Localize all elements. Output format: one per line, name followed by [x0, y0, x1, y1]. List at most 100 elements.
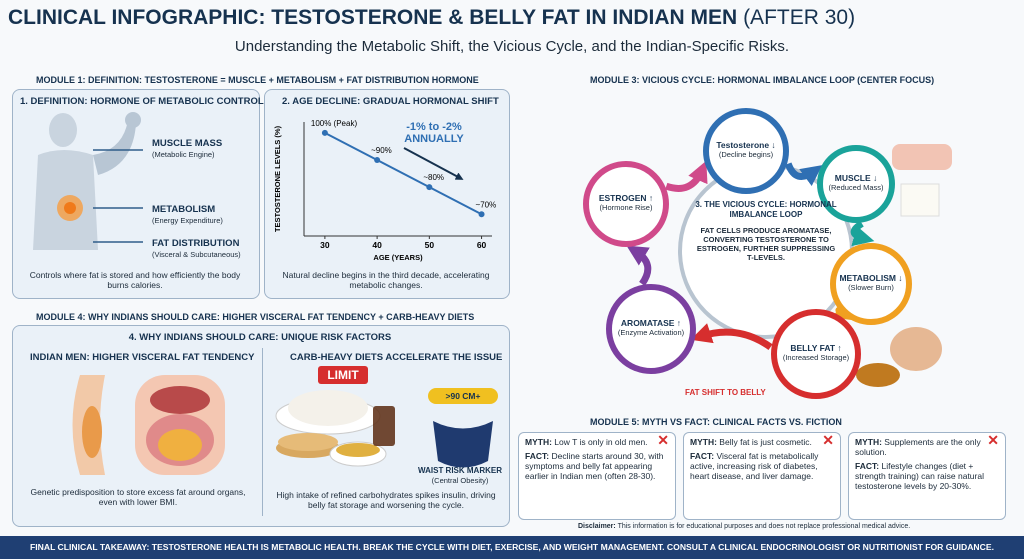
x-axis-label: AGE (YEARS) — [373, 253, 423, 262]
cycle-node — [771, 309, 861, 399]
module-heading: MODULE 1: DEFINITION: TESTOSTERONE = MUS… — [36, 75, 479, 85]
trend-arrow — [403, 147, 464, 180]
item-label: MUSCLE MASS — [152, 138, 223, 149]
myth-text: Low T is only in old men. — [554, 437, 648, 447]
fact-text: Decline starts around 30, with symptoms … — [525, 451, 664, 481]
body-illustration — [33, 112, 141, 250]
myth-text: Belly fat is just cosmetic. — [719, 437, 812, 447]
cycle-node — [583, 161, 669, 247]
node-text: AROMATASE ↑ (Enzyme Activation) — [609, 318, 693, 338]
marker-note: (Central Obesity) — [431, 476, 489, 485]
title: CLINICAL INFOGRAPHIC: TESTOSTERONE & BEL… — [8, 6, 738, 29]
x-tick-label: 40 — [372, 240, 382, 250]
line — [324, 131, 483, 216]
cycle-node — [830, 243, 912, 325]
node-label: MUSCLE ↓ — [834, 173, 878, 183]
value-label: ~80% — [423, 173, 444, 182]
cross-icon: ✕ — [987, 432, 999, 448]
item-note: (Visceral & Subcutaneous) — [152, 250, 241, 259]
cycle-arrow — [784, 162, 823, 187]
value-label: 100% (Peak) — [311, 119, 358, 128]
x-tick-label: 60 — [477, 240, 487, 250]
node-note: (Slower Burn) — [848, 283, 894, 292]
annotation: -1% to -2% — [406, 121, 462, 133]
myth-label: MYTH: — [855, 437, 882, 447]
column-title: INDIAN MEN: HIGHER VISCERAL FAT TENDENCY — [30, 352, 255, 363]
myth: MYTH: Supplements are the only solution. — [855, 437, 999, 457]
cross-icon: ✕ — [822, 432, 834, 448]
footer-bar — [0, 536, 1024, 559]
subtitle: Understanding the Metabolic Shift, the V… — [234, 38, 790, 55]
node-note: (Enzyme Activation) — [617, 328, 685, 337]
point — [321, 129, 328, 136]
cross-icon: ✕ — [657, 432, 669, 448]
fact-label: FACT: — [690, 451, 715, 461]
center-text: FAT CELLS PRODUCE AROMATASE, CONVERTING … — [696, 226, 836, 262]
cycle-node — [703, 108, 789, 194]
caption: Controls where fat is stored and how eff… — [29, 270, 241, 290]
marker-label: WAIST RISK MARKER — [418, 466, 502, 475]
cycle-arrow — [690, 323, 773, 351]
caption: High intake of refined carbohydrates spi… — [276, 490, 496, 510]
cycle-arrow — [850, 220, 875, 247]
node-text: ESTROGEN ↑ (Hormone Rise) — [586, 193, 666, 213]
title-suffix: (AFTER 30) — [743, 6, 856, 29]
node-note: (Reduced Mass) — [828, 183, 884, 192]
node-note: (Increased Storage) — [782, 353, 850, 362]
node-label: AROMATASE ↑ — [620, 318, 682, 328]
myth-label: MYTH: — [690, 437, 717, 447]
node-note: (Hormone Rise) — [599, 203, 653, 212]
divider — [262, 348, 263, 516]
module-heading: MODULE 3: VICIOUS CYCLE: HORMONAL IMBALA… — [590, 75, 935, 85]
panel — [264, 89, 510, 299]
panel-title: 4. WHY INDIANS SHOULD CARE: UNIQUE RISK … — [128, 332, 392, 343]
item-note: (Energy Expenditure) — [152, 216, 223, 225]
node-text: Testosterone ↓ (Decline begins) — [706, 140, 786, 160]
node-text: BELLY FAT ↑ (Increased Storage) — [774, 343, 858, 363]
cycle-arrow — [665, 160, 708, 192]
panel-title: 2. AGE DECLINE: GRADUAL HORMONAL SHIFT — [282, 96, 499, 107]
x-tick-label: 50 — [425, 240, 435, 250]
cycle-diagram — [583, 108, 952, 399]
annotation: ANNUALLY — [404, 133, 464, 145]
x-tick-label: 30 — [320, 240, 330, 250]
food-illustration — [275, 366, 498, 468]
myth-card: MYTH: Low T is only in old men. FACT: Dec… — [518, 432, 676, 520]
myth-label: MYTH: — [525, 437, 552, 447]
myth-text: Supplements are the only solution. — [855, 437, 981, 457]
node-text: METABOLISM ↓ (Slower Burn) — [833, 274, 909, 293]
fact: FACT: Decline starts around 30, with sym… — [525, 451, 669, 481]
module-heading: MODULE 4: WHY INDIANS SHOULD CARE: HIGHE… — [36, 312, 475, 322]
myth: MYTH: Belly fat is just cosmetic. — [690, 437, 834, 447]
fact-label: FACT: — [525, 451, 550, 461]
node-text: MUSCLE ↓ (Reduced Mass) — [820, 173, 892, 193]
node-label: Testosterone ↓ — [716, 140, 776, 150]
node-label: ESTROGEN ↑ — [598, 193, 654, 203]
caption: Natural decline begins in the third deca… — [282, 270, 490, 290]
cycle-node — [606, 284, 696, 374]
cycle-node — [817, 145, 895, 223]
myth-card: MYTH: Belly fat is just cosmetic. FACT: V… — [683, 432, 841, 520]
value-label: ~70% — [476, 200, 497, 209]
fact-label: FACT: — [855, 461, 880, 471]
node-label: BELLY FAT ↑ — [790, 343, 842, 353]
item-label: METABOLISM — [152, 204, 216, 215]
point — [374, 157, 381, 163]
node-note: (Decline begins) — [718, 150, 774, 159]
item-label: FAT DISTRIBUTION — [152, 238, 240, 249]
value-label: ~90% — [371, 146, 392, 155]
item-note: (Metabolic Engine) — [152, 150, 215, 159]
myth: MYTH: Low T is only in old men. — [525, 437, 669, 447]
disclaimer: Disclaimer: This information is for educ… — [578, 523, 910, 530]
disclaimer-text: This information is for educational purp… — [617, 523, 911, 530]
y-axis-label: TESTOSTERONE LEVELS (%) — [273, 125, 282, 232]
limit-badge: LIMIT — [327, 368, 359, 382]
arrow-label: FAT SHIFT TO BELLY — [685, 388, 766, 397]
line-chart: TESTOSTERONE LEVELS (%) AGE (YEARS) 30 40 50… — [273, 119, 497, 262]
fact-text: Lifestyle changes (diet + strength train… — [855, 461, 984, 491]
disclaimer-label: Disclaimer: — [578, 523, 616, 530]
point — [426, 184, 433, 191]
myth-card: MYTH: Supplements are the only solution.… — [848, 432, 1006, 520]
pointer-arrows — [93, 149, 143, 243]
